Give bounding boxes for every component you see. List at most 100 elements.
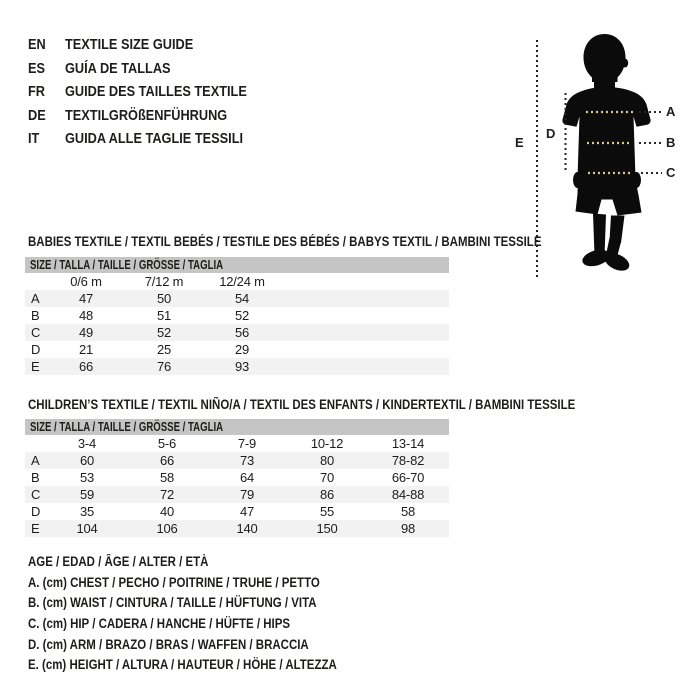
legend-line-text: D. (cm) ARM / BRAZO / BRAS / WAFFEN / BR…: [28, 636, 309, 652]
measure-value: 93: [234, 359, 250, 374]
language-title: TEXTILGRÖßENFÜHRUNG: [65, 106, 228, 124]
children-section-title-text: CHILDREN’S TEXTILE / TEXTIL NIÑO/A / TEX…: [28, 396, 576, 412]
babies-section-title-text: BABIES TEXTILE / TEXTIL BEBÉS / TESTILE …: [28, 233, 542, 249]
measure-value: 29: [234, 342, 250, 357]
row-label: B: [31, 308, 40, 323]
silhouette-head: [583, 34, 626, 82]
measure-value: 50: [156, 291, 172, 306]
language-code: ES: [28, 59, 46, 77]
measure-value: 58: [400, 503, 416, 519]
legend-line-d: D. (cm) ARM / BRAZO / BRAS / WAFFEN / BR…: [28, 634, 391, 655]
measure-value: 70: [319, 469, 335, 485]
measure-label-c: C: [666, 165, 676, 180]
measure-value: 40: [159, 503, 175, 519]
measure-row-a: A 47 50 54: [25, 290, 449, 307]
language-row-de: DE TEXTILGRÖßENFÜHRUNG: [28, 104, 279, 128]
measure-value: 55: [319, 503, 335, 519]
children-size-table: 3-4 5-6 7-9 10-12 13-14 A 60 66 73 80 78-82 B 53 58 64…: [25, 435, 449, 537]
language-title: GUIDA ALLE TAGLIE TESSILI: [65, 130, 244, 148]
measure-value: 86: [319, 486, 335, 502]
child-silhouette-figure: [562, 34, 663, 271]
measure-value: 54: [234, 291, 250, 306]
silhouette-leg-left: [593, 213, 606, 256]
measure-value: 51: [156, 308, 172, 323]
measurement-legend: AGE / EDAD / ÂGE / ALTER / ETÀ A. (cm) C…: [28, 551, 391, 675]
measure-value: 58: [159, 469, 175, 485]
babies-size-table: 0/6 m 7/12 m 12/24 m A 47 50 54 B 48 51 52 C 49 52 56 D…: [25, 273, 449, 375]
measure-value: 66: [78, 359, 94, 374]
measure-row-b: B 53 58 64 70 66-70: [25, 469, 449, 486]
language-title: GUIDE DES TAILLES TEXTILE: [65, 83, 247, 101]
measure-value: 21: [78, 342, 94, 357]
legend-line-text: B. (cm) WAIST / CINTURA / TAILLE / HÜFTU…: [28, 595, 317, 611]
language-list: EN TEXTILE SIZE GUIDE ES GUÍA DE TALLAS FR GU…: [28, 33, 279, 151]
measure-value: 53: [79, 469, 95, 485]
measure-value: 56: [234, 325, 250, 340]
measure-row-e: E 104 106 140 150 98: [25, 520, 449, 537]
silhouette-shoe-right: [604, 253, 630, 271]
measure-value: 76: [156, 359, 172, 374]
measure-value: 59: [79, 486, 95, 502]
measure-value: 79: [239, 486, 255, 502]
measure-value: 25: [156, 342, 172, 357]
babies-size-header-text: SIZE / TALLA / TAILLE / GRÖSSE / TAGLIA: [30, 257, 224, 272]
row-label: D: [31, 503, 41, 519]
measure-value: 49: [78, 325, 94, 340]
silhouette-neck: [594, 75, 615, 89]
row-label: C: [31, 486, 41, 502]
measure-row-a: A 60 66 73 80 78-82: [25, 452, 449, 469]
measure-row-b: B 48 51 52: [25, 307, 449, 324]
measure-value: 60: [79, 452, 95, 468]
babies-section-title: BABIES TEXTILE / TEXTIL BEBÉS / TESTILE …: [28, 233, 632, 249]
silhouette-ear: [621, 58, 629, 68]
measure-value: 73: [239, 452, 255, 468]
silhouette-shirt: [562, 87, 651, 178]
legend-line-text: A. (cm) CHEST / PECHO / POITRINE / TRUHE…: [28, 574, 320, 590]
row-label: A: [31, 291, 40, 306]
measure-row-d: D 35 40 47 55 58: [25, 503, 449, 520]
measure-value: 47: [239, 503, 255, 519]
row-label: A: [31, 452, 40, 468]
legend-line-text: C. (cm) HIP / CADERA / HANCHE / HÜFTE / …: [28, 615, 291, 631]
children-size-header-bar: SIZE / TALLA / TAILLE / GRÖSSE / TAGLIA: [25, 419, 449, 435]
legend-line-e: E. (cm) HEIGHT / ALTURA / HAUTEUR / HÖHE…: [28, 654, 391, 675]
measure-value: 48: [78, 308, 94, 323]
silhouette-shoe-left: [582, 249, 610, 267]
measure-row-e: E 66 76 93: [25, 358, 449, 375]
measure-value: 47: [78, 291, 94, 306]
legend-lines: A. (cm) CHEST / PECHO / POITRINE / TRUHE…: [28, 572, 391, 675]
legend-line-age: AGE / EDAD / ÂGE / ALTER / ETÀ: [28, 551, 391, 572]
measure-row-c: C 59 72 79 86 84-88: [25, 486, 449, 503]
measure-line-e-vertical: [536, 40, 538, 277]
measure-value: 80: [319, 452, 335, 468]
column-header: 13-14: [391, 435, 425, 451]
legend-line-text: E. (cm) HEIGHT / ALTURA / HAUTEUR / HÖHE…: [28, 657, 337, 673]
measure-value: 150: [316, 520, 338, 536]
measure-value: 52: [156, 325, 172, 340]
language-row-es: ES GUÍA DE TALLAS: [28, 57, 279, 81]
measure-value: 98: [400, 520, 416, 536]
row-label: B: [31, 469, 40, 485]
language-code: EN: [28, 36, 46, 54]
measure-label-e: E: [515, 135, 524, 150]
language-row-en: EN TEXTILE SIZE GUIDE: [28, 33, 279, 57]
legend-line-c: C. (cm) HIP / CADERA / HANCHE / HÜFTE / …: [28, 613, 391, 634]
row-label: E: [31, 359, 40, 374]
legend-age-text: AGE / EDAD / ÂGE / ALTER / ETÀ: [28, 553, 209, 569]
column-header: 5-6: [157, 435, 177, 451]
language-title: GUÍA DE TALLAS: [65, 59, 171, 77]
language-row-it: IT GUIDA ALLE TAGLIE TESSILI: [28, 127, 279, 151]
column-header: 3-4: [77, 435, 97, 451]
measure-value: 66: [159, 452, 175, 468]
language-code: IT: [28, 130, 40, 148]
silhouette-shorts: [575, 178, 642, 216]
language-code: DE: [28, 106, 46, 124]
legend-line-b: B. (cm) WAIST / CINTURA / TAILLE / HÜFTU…: [28, 592, 391, 613]
column-header: 12/24 m: [219, 274, 265, 289]
measure-value: 35: [79, 503, 95, 519]
measure-value: 106: [156, 520, 178, 536]
measure-value: 64: [239, 469, 255, 485]
babies-size-header-bar: SIZE / TALLA / TAILLE / GRÖSSE / TAGLIA: [25, 257, 449, 273]
measure-row-c: C 49 52 56: [25, 324, 449, 341]
